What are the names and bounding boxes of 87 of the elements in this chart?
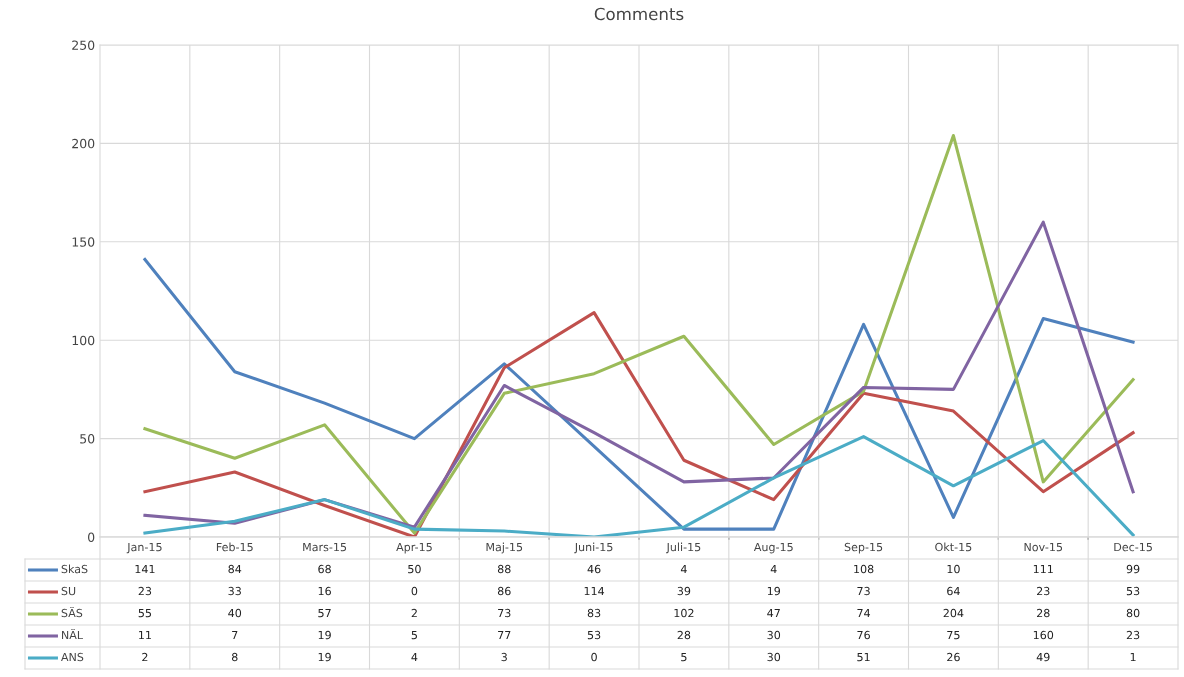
data-label: 19 [318,652,331,662]
data-label: 80 [1126,608,1140,618]
data-label: 39 [677,586,691,596]
data-label: 102 [674,608,694,618]
x-tick-label: Aug-15 [753,542,793,554]
data-label: 40 [228,608,242,618]
data-label: 57 [318,608,331,618]
data-label: 86 [497,586,511,596]
data-label: 88 [497,564,511,574]
x-tick-label: Juni-15 [574,542,613,554]
data-label: 2 [142,652,148,662]
data-label: 74 [857,608,871,618]
data-label: 0 [411,586,418,596]
x-tick-label: Nov-15 [1024,542,1063,552]
data-label: 16 [318,586,331,596]
data-label: 5 [411,630,417,640]
x-tick-label: Mars-15 [303,542,347,552]
data-label: 4 [680,564,687,574]
data-label: 49 [1036,652,1050,662]
legend-label: SkaS [61,564,88,574]
x-tick-label: Okt-15 [935,542,972,552]
data-label: 4 [770,564,777,574]
data-label: 19 [318,630,331,640]
data-label: 5 [681,652,687,662]
data-label: 73 [857,586,870,596]
x-tick-label: Sep-15 [844,542,883,554]
data-label: 141 [135,564,155,574]
y-tick-label: 250 [72,40,95,50]
y-tick-label: 50 [80,434,95,444]
line-series [143,435,1135,537]
data-label: 111 [1033,564,1053,574]
y-tick-label: 150 [72,237,95,247]
data-label: 23 [138,586,152,596]
data-label: 11 [139,630,151,640]
data-label: 28 [677,630,691,640]
data-label: 55 [138,608,152,618]
data-label: 75 [947,630,960,640]
legend-label: SÄS [61,606,83,618]
data-label: 53 [1126,586,1140,596]
data-label: 47 [767,608,780,618]
y-tick-label: 100 [72,335,95,346]
line-series [143,311,1135,537]
data-label: 76 [857,630,870,640]
data-label: 7 [232,630,238,640]
data-label: 53 [587,630,601,640]
x-tick-label: Dec-15 [1114,542,1152,552]
data-label: 68 [318,564,331,574]
data-label: 99 [1126,564,1140,574]
legend-label: SU [61,586,76,596]
data-label: 8 [231,652,238,662]
data-label: 23 [1036,586,1050,596]
data-label: 51 [857,652,870,662]
data-label: 30 [767,652,781,662]
data-label: 84 [228,564,242,574]
data-label: 77 [498,630,511,640]
data-label: 2 [411,608,417,618]
data-label: 33 [228,586,241,596]
data-label: 160 [1033,630,1054,640]
data-label: 10 [947,564,960,574]
legend-label: NÄL [62,628,83,640]
data-label: 108 [854,564,874,574]
data-label: 26 [947,652,960,662]
data-label: 23 [1126,630,1140,640]
data-label: 64 [947,586,960,596]
x-tick-label: Apr-15 [396,542,432,554]
data-label: 114 [584,586,605,596]
data-label: 1 [1130,652,1136,662]
x-tick-label: Maj-15 [486,542,523,554]
y-tick-label: 200 [72,138,95,149]
x-tick-label: Feb-15 [216,542,253,552]
data-label: 73 [498,608,511,618]
data-label: 204 [943,608,964,618]
data-label: 46 [587,564,601,574]
x-tick-label: Jan-15 [126,542,162,554]
data-label: 30 [767,630,781,640]
x-tick-label: Juli-15 [666,542,701,554]
y-tick-label: 0 [88,532,95,542]
data-label: 4 [411,652,418,662]
data-label: 50 [408,564,421,574]
chart-title: Comments [594,7,684,21]
line-series [143,134,1135,535]
legend-label: ANS [61,652,84,662]
data-label: 28 [1036,608,1050,618]
data-label: 0 [591,652,597,662]
data-label: 3 [501,652,507,662]
data-label: 83 [587,608,601,618]
data-label: 19 [767,586,781,596]
